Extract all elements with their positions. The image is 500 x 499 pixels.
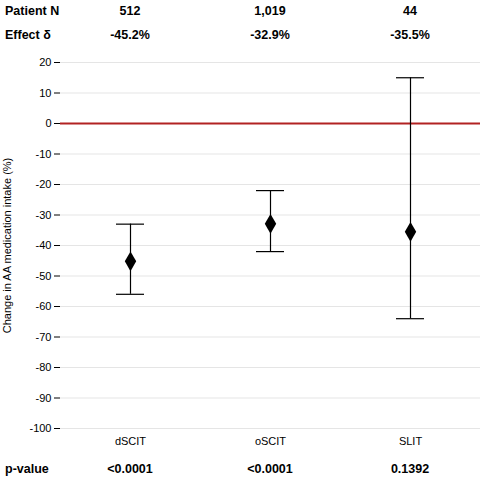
svg-text:10: 10 (39, 87, 51, 99)
html-text:<0.0001: <0.0001 (107, 462, 153, 476)
html-text:44: 44 (403, 4, 417, 18)
svg-text:-50: -50 (36, 270, 52, 282)
svg-text:-90: -90 (36, 392, 52, 404)
svg-text:-100: -100 (29, 422, 51, 434)
html-text:-45.2%: -45.2% (110, 28, 150, 42)
svg-text:oSCIT: oSCIT (255, 435, 286, 447)
svg-text:20: 20 (39, 56, 51, 68)
html-text:-35.5%: -35.5% (390, 28, 430, 42)
html-text:-32.9%: -32.9% (250, 28, 290, 42)
html-text:Patient N: Patient N (5, 4, 60, 18)
html-text:512: 512 (119, 4, 141, 18)
html-text:0.1392: 0.1392 (390, 462, 430, 476)
svg-text:-30: -30 (36, 209, 52, 221)
html-text:p-value: p-value (5, 462, 49, 476)
svg-text:-40: -40 (36, 239, 52, 251)
html-text:1,019: 1,019 (254, 4, 286, 18)
svg-text:-60: -60 (36, 300, 52, 312)
html-text:Effect δ: Effect δ (5, 28, 51, 42)
svg-text:-10: -10 (36, 148, 52, 160)
svg-text:-70: -70 (36, 331, 52, 343)
html-text:<0.0001: <0.0001 (247, 462, 293, 476)
svg-text:0: 0 (45, 117, 51, 129)
svg-text:Change in AA medication intake: Change in AA medication intake (%) (1, 158, 13, 334)
svg-text:dSCIT: dSCIT (115, 435, 146, 447)
svg-text:-80: -80 (36, 361, 52, 373)
svg-text:SLIT: SLIT (399, 435, 423, 447)
svg-text:-20: -20 (36, 178, 52, 190)
